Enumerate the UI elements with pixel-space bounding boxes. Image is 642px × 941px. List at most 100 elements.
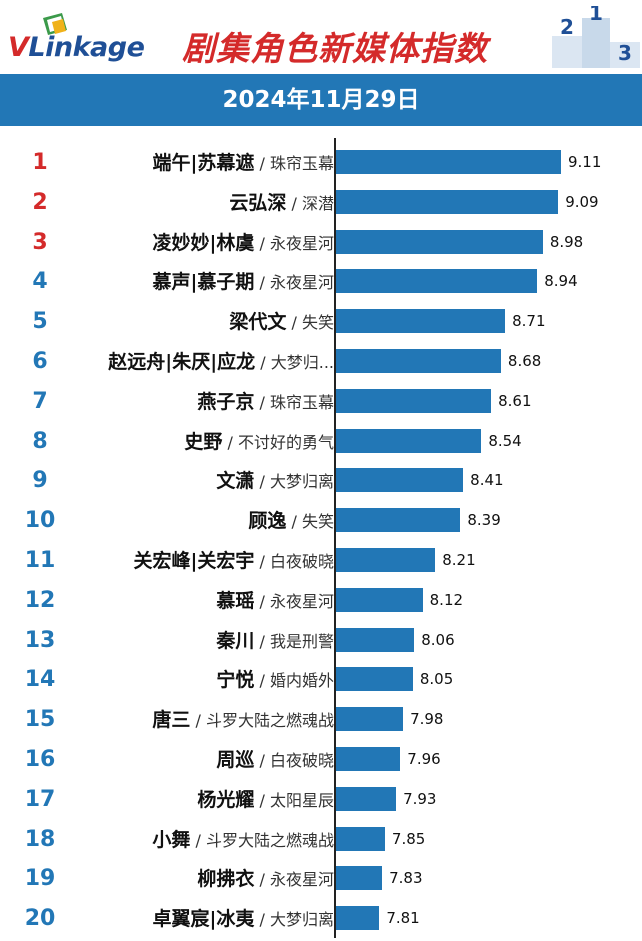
- drama-title: 失笑: [301, 313, 334, 333]
- character-name: 文潇: [216, 470, 255, 493]
- character-name: 柳拂衣: [197, 868, 255, 891]
- row-label: 云弘深 / 深潜: [229, 190, 334, 217]
- character-name: 周巡: [216, 749, 255, 771]
- value-bar: [336, 627, 415, 652]
- chart-row: 8 史野 / 不讨好的勇气 8.54: [0, 421, 642, 461]
- value-label: 8.61: [498, 391, 532, 410]
- label-separator: /: [254, 154, 270, 173]
- label-separator: /: [254, 273, 270, 293]
- character-name: 云弘深: [229, 191, 287, 214]
- chart-row: 2 云弘深 / 深潜 9.09: [0, 182, 642, 222]
- rank-number: 2: [32, 189, 48, 215]
- value-label: 8.68: [507, 352, 542, 370]
- chart-row: 1 端午|苏幕遮 / 珠帘玉幕 9.11: [0, 142, 642, 182]
- value-bar: [336, 388, 492, 413]
- rank-number: 11: [24, 548, 56, 573]
- character-name: 唐三: [152, 709, 191, 732]
- value-label: 7.85: [391, 829, 426, 848]
- character-name: 小舞: [152, 828, 191, 851]
- chart-row: 10 顾逸 / 失笑 8.39: [0, 500, 642, 540]
- drama-title: 大梦归离: [269, 472, 334, 492]
- drama-title: 永夜星河: [269, 591, 334, 611]
- row-label: 文潇 / 大梦归离: [216, 468, 334, 495]
- drama-title: 太阳星辰: [269, 790, 334, 810]
- chart-row: 11 关宏峰|关宏宇 / 白夜破晓 8.21: [0, 540, 642, 580]
- rank-number: 13: [24, 627, 56, 653]
- chart-row: 9 文潇 / 大梦归离 8.41: [0, 460, 642, 500]
- drama-title: 不讨好的勇气: [237, 432, 334, 452]
- rank-number: 4: [32, 269, 48, 295]
- date-text: 2024年11月29日: [222, 87, 420, 113]
- podium-label-2: 2: [560, 15, 574, 39]
- label-separator: /: [286, 512, 302, 532]
- drama-title: 永夜星河: [269, 273, 334, 293]
- value-label: 8.05: [419, 670, 454, 689]
- drama-title: 永夜星河: [269, 233, 334, 253]
- drama-title: 我是刑警: [269, 631, 334, 651]
- value-bar: [336, 229, 543, 254]
- value-label: 8.94: [544, 272, 578, 291]
- row-label: 柳拂衣 / 永夜星河: [197, 866, 334, 893]
- drama-title: 珠帘玉幕: [269, 392, 334, 412]
- character-name: 秦川: [216, 629, 255, 652]
- character-name: 赵远舟|朱厌|应龙: [108, 351, 256, 373]
- label-separator: /: [254, 751, 270, 770]
- podium-label-3: 3: [618, 41, 632, 65]
- character-name: 梁代文: [229, 311, 287, 334]
- rank-number: 14: [24, 667, 56, 693]
- row-label: 慕瑶 / 永夜星河: [216, 588, 334, 615]
- rank-number: 6: [32, 349, 48, 374]
- drama-title: 大梦归离: [269, 910, 334, 930]
- value-bar: [336, 906, 380, 931]
- value-bar: [336, 150, 561, 174]
- drama-title: 斗罗大陆之燃魂战: [205, 711, 334, 731]
- value-bar: [336, 826, 385, 851]
- label-separator: /: [254, 472, 270, 492]
- character-name: 端午|苏幕遮: [152, 152, 255, 174]
- date-banner: 2024年11月29日: [0, 74, 642, 126]
- rank-number: 8: [32, 428, 48, 454]
- chart-row: 13 秦川 / 我是刑警 8.06: [0, 620, 642, 660]
- page-title: 剧集角色新媒体指数: [182, 29, 488, 68]
- label-separator: /: [254, 591, 270, 611]
- value-bar: [336, 189, 559, 214]
- label-separator: /: [254, 552, 270, 571]
- label-separator: /: [190, 711, 206, 731]
- chart-row: 16 周巡 / 白夜破晓 7.96: [0, 739, 642, 779]
- chart-row: 20 卓翼宸|冰夷 / 大梦归离 7.81: [0, 898, 642, 938]
- drama-title: 白夜破晓: [269, 751, 334, 770]
- chart-row: 18 小舞 / 斗罗大陆之燃魂战 7.85: [0, 819, 642, 859]
- value-label: 8.71: [512, 312, 546, 331]
- rank-number: 9: [32, 468, 48, 494]
- row-label: 慕声|慕子期 / 永夜星河: [152, 269, 334, 296]
- value-label: 7.98: [410, 710, 444, 729]
- label-separator: /: [286, 313, 302, 333]
- chart-row: 12 慕瑶 / 永夜星河 8.12: [0, 580, 642, 620]
- chart-row: 15 唐三 / 斗罗大陆之燃魂战 7.98: [0, 699, 642, 739]
- drama-title: 永夜星河: [269, 870, 334, 890]
- row-label: 宁悦 / 婚内婚外: [216, 667, 334, 694]
- character-name: 史野: [184, 430, 223, 453]
- label-separator: /: [254, 790, 270, 810]
- value-label: 9.11: [568, 153, 602, 171]
- value-bar: [336, 786, 397, 811]
- chart-row: 19 柳拂衣 / 永夜星河 7.83: [0, 858, 642, 898]
- character-name: 慕声|慕子期: [152, 271, 255, 294]
- chart-row: 17 杨光耀 / 太阳星辰 7.93: [0, 779, 642, 819]
- label-separator: /: [254, 631, 270, 651]
- row-label: 燕子京 / 珠帘玉幕: [197, 389, 334, 416]
- logo-text: VLinkage: [8, 32, 145, 63]
- row-label: 唐三 / 斗罗大陆之燃魂战: [152, 707, 334, 734]
- row-label: 关宏峰|关宏宇 / 白夜破晓: [133, 548, 334, 575]
- row-label: 杨光耀 / 太阳星辰: [197, 787, 334, 814]
- value-label: 7.96: [407, 750, 441, 768]
- value-bar: [336, 587, 423, 612]
- value-label: 8.98: [549, 232, 584, 251]
- chart-row: 7 燕子京 / 珠帘玉幕 8.61: [0, 381, 642, 421]
- value-bar: [336, 309, 506, 334]
- rank-number: 15: [24, 707, 56, 733]
- label-separator: /: [254, 233, 270, 253]
- character-name: 杨光耀: [197, 788, 255, 811]
- character-name: 关宏峰|关宏宇: [133, 550, 255, 572]
- value-bar: [336, 667, 413, 692]
